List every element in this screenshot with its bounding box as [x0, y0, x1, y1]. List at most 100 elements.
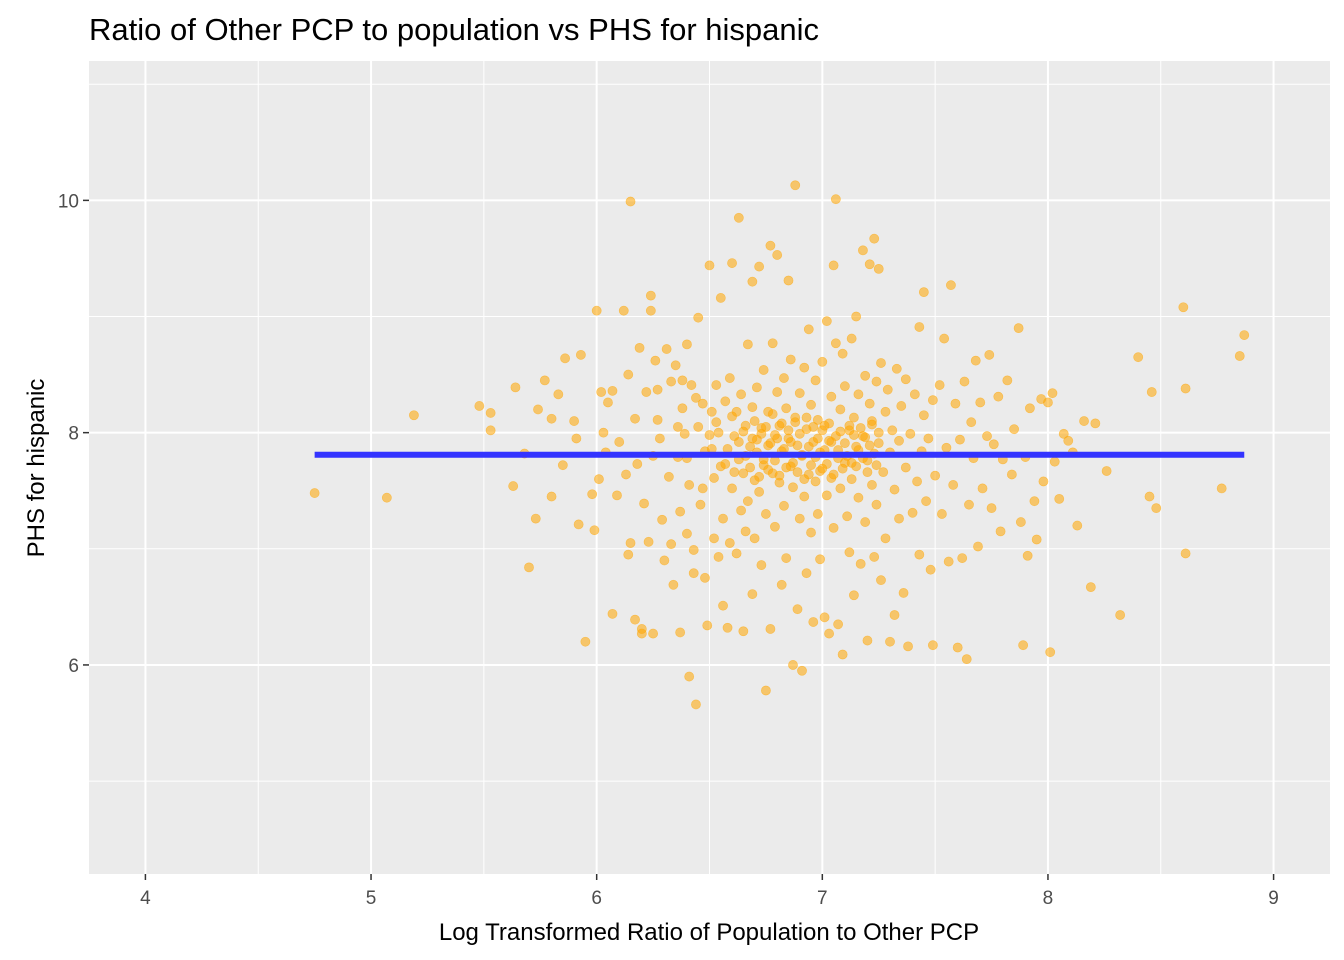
data-point: [946, 280, 956, 291]
y-axis-title: PHS for hispanic: [23, 379, 50, 558]
data-point: [1058, 428, 1069, 439]
data-point: [851, 461, 862, 472]
data-point: [982, 431, 992, 442]
data-point: [736, 505, 746, 516]
data-point: [961, 654, 972, 665]
data-point: [524, 562, 534, 573]
data-point: [876, 575, 886, 586]
data-point: [623, 369, 634, 380]
data-point: [927, 395, 938, 406]
data-point: [900, 462, 911, 473]
data-point: [765, 624, 776, 634]
data-point: [885, 636, 895, 647]
chart-title: Ratio of Other PCP to population vs PHS …: [89, 12, 819, 47]
data-point: [817, 425, 828, 436]
data-point: [761, 509, 771, 519]
data-point: [765, 240, 776, 251]
data-point: [691, 392, 701, 403]
data-point: [596, 387, 607, 397]
data-point: [553, 389, 564, 400]
data-point: [898, 588, 909, 598]
data-point: [914, 549, 925, 560]
data-point: [785, 437, 796, 447]
data-point: [715, 293, 726, 303]
data-point: [774, 470, 785, 481]
data-point: [794, 428, 805, 439]
data-point: [625, 538, 636, 548]
data-point: [1101, 466, 1112, 476]
data-point: [849, 430, 859, 440]
data-point: [530, 513, 541, 524]
data-point: [573, 519, 584, 530]
data-point: [948, 480, 959, 490]
data-point: [569, 416, 580, 426]
data-point: [309, 488, 320, 498]
data-point: [835, 404, 846, 415]
data-point: [779, 373, 789, 383]
data-point: [842, 511, 853, 522]
data-point: [508, 481, 519, 491]
data-point: [952, 642, 963, 653]
data-point: [641, 387, 652, 397]
data-point: [835, 483, 846, 494]
data-point: [977, 483, 988, 494]
data-point: [923, 433, 934, 444]
data-point: [661, 344, 672, 354]
data-point: [995, 526, 1006, 537]
data-point: [756, 560, 767, 570]
data-point: [927, 640, 938, 651]
data-point: [485, 408, 496, 418]
data-point: [855, 423, 866, 433]
data-point: [957, 553, 968, 563]
data-point: [686, 380, 697, 390]
data-point: [864, 398, 875, 409]
data-point: [871, 499, 882, 510]
data-point: [799, 362, 810, 373]
data-point: [1234, 351, 1245, 361]
data-point: [607, 385, 618, 396]
data-point: [1002, 375, 1013, 386]
data-point: [867, 480, 877, 490]
x-tick-label: 7: [817, 888, 828, 909]
data-point: [846, 474, 857, 485]
data-point: [912, 476, 922, 487]
data-point: [650, 355, 661, 366]
y-tick-label: 6: [68, 656, 79, 677]
data-point: [900, 374, 911, 385]
data-point: [921, 496, 932, 507]
data-point: [988, 439, 999, 450]
data-point: [853, 492, 864, 503]
data-point: [934, 380, 945, 390]
data-point: [659, 555, 670, 566]
data-point: [1180, 383, 1191, 394]
data-point: [666, 376, 677, 387]
data-point: [803, 441, 814, 452]
data-point: [720, 396, 731, 407]
data-point: [882, 384, 893, 395]
data-point: [691, 699, 701, 710]
data-point: [776, 418, 787, 429]
data-point: [801, 568, 812, 579]
data-point: [806, 460, 816, 471]
data-point: [754, 261, 765, 272]
data-point: [704, 260, 715, 271]
data-point: [837, 348, 848, 359]
major-gridlines: [89, 61, 1330, 874]
data-point: [693, 312, 704, 323]
data-point: [751, 382, 762, 393]
data-point: [675, 627, 686, 638]
data-point: [878, 467, 889, 478]
data-point: [846, 333, 857, 344]
data-point: [821, 316, 832, 327]
data-point: [839, 438, 850, 449]
data-point: [772, 433, 783, 444]
data-point: [657, 514, 668, 525]
data-point: [718, 600, 728, 611]
minor-gridlines: [89, 61, 1330, 874]
data-point: [645, 290, 656, 301]
data-point: [1045, 647, 1056, 658]
data-point: [1090, 418, 1101, 429]
data-point: [918, 410, 929, 421]
data-point: [993, 391, 1004, 402]
data-point: [663, 471, 674, 482]
